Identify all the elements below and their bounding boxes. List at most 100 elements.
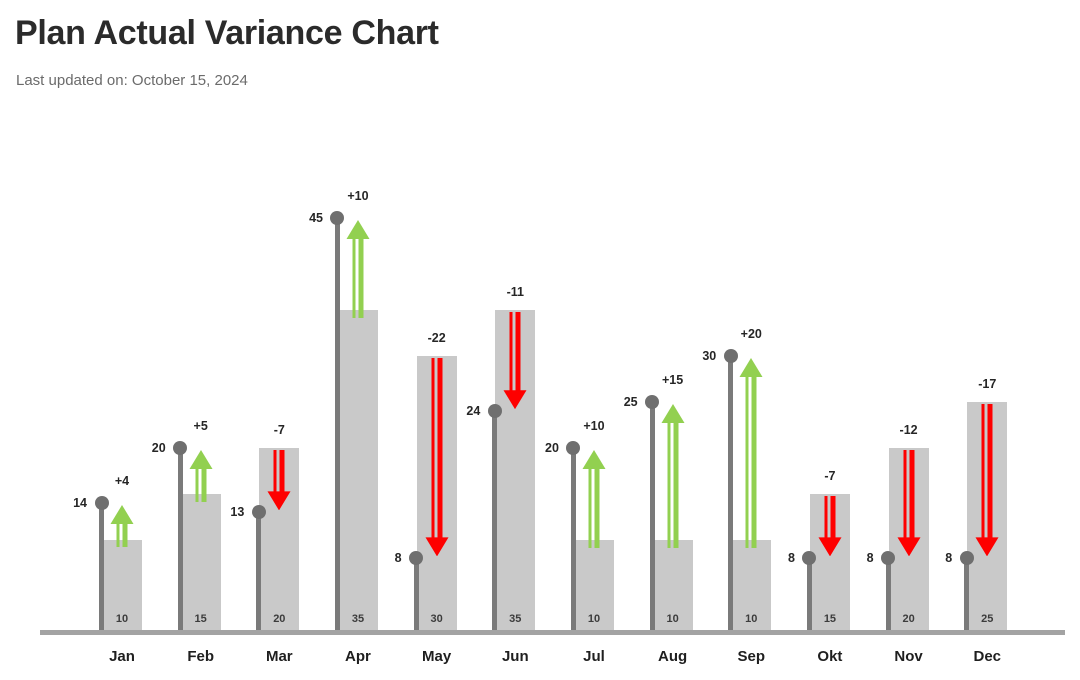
actual-bar	[495, 309, 536, 632]
variance-value-label: +4	[114, 473, 130, 488]
actual-bar	[259, 447, 300, 632]
plan-lollipop-stick	[256, 511, 262, 632]
plan-lollipop-stick	[964, 557, 970, 632]
variance-arrow-up-icon	[737, 357, 765, 548]
month-label: Jun	[501, 648, 529, 665]
variance-arrow-up-icon	[580, 449, 608, 548]
actual-value-label: 10	[115, 612, 129, 625]
variance-arrow-down-icon	[423, 357, 451, 556]
plan-lollipop-stick	[177, 447, 183, 632]
plan-value-label: 20	[151, 440, 166, 455]
plan-lollipop-dot	[723, 348, 738, 363]
plan-lollipop-stick	[570, 447, 576, 632]
plan-lollipop-dot	[94, 495, 109, 510]
plan-lollipop-dot	[802, 550, 817, 565]
month-label: Okt	[817, 648, 843, 665]
actual-bar	[809, 493, 850, 632]
actual-bar	[652, 539, 693, 632]
variance-arrow-down-icon	[973, 403, 1001, 556]
month-label: May	[422, 648, 452, 665]
variance-arrow-down-icon	[501, 311, 529, 409]
plan-value-label: 8	[866, 550, 874, 565]
plan-lollipop-stick	[413, 557, 419, 632]
plan-value-label: 30	[702, 348, 717, 363]
month-label: Feb	[187, 648, 214, 665]
variance-arrow-down-icon	[895, 449, 923, 556]
x-axis-line	[40, 630, 1065, 635]
plan-lollipop-stick	[99, 502, 104, 632]
month-label: Nov	[894, 648, 923, 665]
variance-value-label: -17	[978, 376, 997, 391]
plan-value-label: 25	[623, 394, 638, 409]
actual-value-label: 20	[902, 612, 915, 625]
actual-value-label: 15	[194, 612, 207, 625]
plan-value-label: 13	[230, 504, 245, 519]
variance-value-label: +5	[193, 418, 208, 433]
plan-value-label: 14	[73, 495, 87, 510]
month-label: Mar	[265, 648, 293, 665]
plan-lollipop-dot	[173, 440, 188, 455]
plan-value-label: 20	[545, 440, 559, 455]
actual-bar	[573, 539, 614, 632]
actual-bar	[102, 539, 142, 632]
variance-value-label: -22	[427, 330, 446, 345]
variance-value-label: -7	[824, 468, 836, 483]
actual-value-label: 25	[981, 612, 994, 625]
actual-value-label: 10	[745, 612, 758, 625]
month-label: Jan	[109, 648, 135, 665]
plan-lollipop-stick	[806, 557, 812, 632]
plan-lollipop-stick	[728, 355, 734, 632]
plan-lollipop-dot	[487, 403, 502, 418]
month-label: Apr	[345, 648, 371, 665]
plan-lollipop-dot	[330, 210, 345, 225]
actual-value-label: 10	[666, 612, 679, 625]
plan-value-label: 8	[787, 550, 795, 565]
variance-arrow-up-icon	[187, 449, 215, 502]
variance-value-label: +15	[662, 372, 684, 387]
variance-value-label: +10	[583, 418, 605, 433]
last-updated-text: Last updated on: October 15, 2024	[16, 72, 248, 89]
actual-bar	[337, 309, 378, 632]
actual-bar	[416, 355, 457, 632]
variance-value-label: -12	[899, 422, 918, 437]
variance-value-label: +10	[347, 188, 369, 203]
variance-arrow-down-icon	[816, 495, 844, 556]
variance-arrow-up-icon	[344, 219, 372, 318]
actual-value-label: 35	[509, 612, 522, 625]
actual-value-label: 30	[430, 612, 443, 625]
plan-lollipop-dot	[566, 440, 581, 455]
plan-lollipop-stick	[334, 217, 340, 632]
actual-bar	[731, 539, 772, 632]
plan-lollipop-stick	[492, 410, 498, 632]
plan-value-label: 8	[945, 550, 953, 565]
actual-value-label: 15	[823, 612, 837, 625]
actual-bar	[967, 401, 1008, 632]
plan-lollipop-dot	[881, 550, 896, 565]
variance-arrow-down-icon	[265, 449, 293, 510]
plan-lollipop-stick	[885, 557, 891, 632]
actual-bar	[180, 493, 221, 632]
actual-value-label: 35	[351, 612, 365, 625]
variance-value-label: +20	[740, 326, 762, 341]
month-label: Jul	[583, 648, 605, 665]
month-label: Aug	[658, 648, 688, 665]
actual-value-label: 10	[587, 612, 601, 625]
page-title: Plan Actual Variance Chart	[15, 14, 439, 52]
plan-lollipop-dot	[251, 504, 266, 519]
plan-lollipop-stick	[649, 401, 655, 632]
variance-arrow-up-icon	[659, 403, 687, 548]
plan-value-label: 8	[394, 550, 402, 565]
month-label: Sep	[737, 648, 766, 665]
month-label: Dec	[973, 648, 1002, 665]
plan-lollipop-dot	[959, 550, 974, 565]
plan-value-label: 24	[466, 403, 481, 418]
variance-arrow-up-icon	[108, 504, 136, 548]
plan-lollipop-dot	[645, 394, 660, 409]
variance-value-label: -11	[506, 284, 524, 299]
plan-value-label: 45	[309, 210, 323, 225]
variance-value-label: -7	[273, 422, 285, 437]
plan-lollipop-dot	[409, 550, 424, 565]
actual-value-label: 20	[273, 612, 286, 625]
